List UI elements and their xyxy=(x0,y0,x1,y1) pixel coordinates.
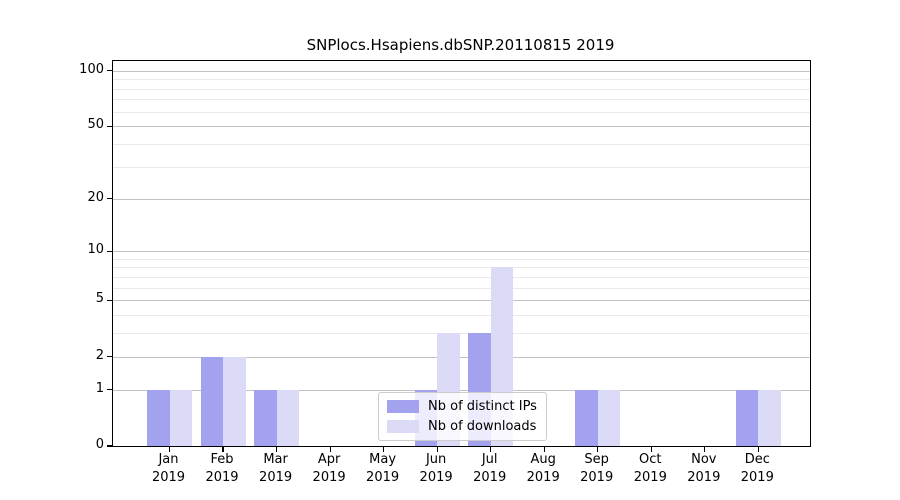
legend: Nb of distinct IPs Nb of downloads xyxy=(378,392,547,441)
x-tick-feb xyxy=(222,447,224,453)
bar-distinct-ips-mar xyxy=(254,389,277,446)
plot-area xyxy=(107,60,811,453)
x-tick-oct xyxy=(650,447,652,453)
y-tick-label-2: 2 xyxy=(95,347,104,363)
x-tick-may xyxy=(383,447,385,453)
legend-row-distinct-ips: Nb of distinct IPs xyxy=(387,399,537,414)
gridline-major-1 xyxy=(113,389,810,391)
x-tick-label-aug: Aug 2019 xyxy=(526,452,560,485)
x-tick-label-feb: Feb 2019 xyxy=(205,452,239,485)
gridline-major-2 xyxy=(113,356,810,358)
gridline-minor-30 xyxy=(113,166,810,168)
x-tick-mar xyxy=(276,447,278,453)
x-tick-aug xyxy=(543,447,545,453)
y-tick-1 xyxy=(107,389,112,391)
gridline-minor-3 xyxy=(113,333,810,335)
gridline-minor-60 xyxy=(113,111,810,113)
chart-title: SNPlocs.Hsapiens.dbSNP.20110815 2019 xyxy=(306,36,615,54)
gridline-minor-6 xyxy=(113,287,810,289)
y-tick-label-0: 0 xyxy=(95,437,104,452)
y-tick-label-20: 20 xyxy=(87,189,104,205)
x-tick-label-jul: Jul 2019 xyxy=(473,452,507,485)
x-tick-sep xyxy=(597,447,599,453)
y-tick-2 xyxy=(107,356,112,358)
legend-label-downloads: Nb of downloads xyxy=(428,419,537,434)
bar-downloads-sep xyxy=(597,389,621,446)
y-tick-5 xyxy=(107,299,112,301)
x-tick-label-mar: Mar 2019 xyxy=(259,452,293,485)
x-tick-label-jun: Jun 2019 xyxy=(419,452,453,485)
y-tick-label-10: 10 xyxy=(87,242,104,258)
x-tick-label-nov: Nov 2019 xyxy=(687,452,721,485)
x-tick-jul xyxy=(490,447,492,453)
gridline-minor-90 xyxy=(113,79,810,81)
y-tick-50 xyxy=(107,125,112,127)
legend-swatch-distinct-ips xyxy=(387,400,419,413)
x-tick-jun xyxy=(436,447,438,453)
x-tick-label-dec: Dec 2019 xyxy=(740,452,774,485)
x-tick-label-may: May 2019 xyxy=(366,452,400,485)
y-tick-10 xyxy=(107,250,112,252)
y-axis-tick-labels: 0 1 2 5 10 20 50 100 xyxy=(0,60,104,452)
x-tick-dec xyxy=(757,447,759,453)
gridline-major-20 xyxy=(113,198,810,200)
x-tick-label-apr: Apr 2019 xyxy=(312,452,346,485)
gridline-minor-8 xyxy=(113,267,810,269)
legend-swatch-downloads xyxy=(387,420,419,433)
gridline-major-100 xyxy=(113,70,810,72)
y-tick-100 xyxy=(107,70,112,72)
y-tick-20 xyxy=(107,197,112,200)
y-tick-label-50: 50 xyxy=(87,117,104,133)
x-tick-label-jan: Jan 2019 xyxy=(151,452,186,485)
bar-downloads-dec xyxy=(758,389,781,446)
bar-downloads-mar xyxy=(276,389,300,446)
x-tick-label-sep: Sep 2019 xyxy=(580,452,614,485)
x-tick-apr xyxy=(329,447,331,453)
gridline-major-5 xyxy=(113,300,810,302)
bar-distinct-ips-dec xyxy=(735,389,759,446)
gridline-minor-4 xyxy=(113,315,810,317)
legend-label-distinct-ips: Nb of distinct IPs xyxy=(428,399,537,414)
gridline-minor-70 xyxy=(113,99,810,101)
y-tick-0 xyxy=(107,445,112,447)
bar-distinct-ips-feb xyxy=(200,356,223,446)
y-tick-label-5: 5 xyxy=(95,291,104,307)
bar-downloads-jan xyxy=(169,389,192,446)
gridline-minor-9 xyxy=(113,258,810,260)
gridline-minor-80 xyxy=(113,88,810,90)
x-axis-tick-labels: Jan 2019 Feb 2019 Mar 2019 Apr 2019 May 2019 Jun 20… xyxy=(112,451,809,491)
y-tick-label-1: 1 xyxy=(95,380,104,396)
gridline-minor-7 xyxy=(113,276,810,278)
gridline-major-10 xyxy=(113,251,810,253)
bar-downloads-feb xyxy=(223,356,246,446)
bar-distinct-ips-sep xyxy=(575,389,598,446)
gridline-minor-40 xyxy=(113,144,810,146)
x-tick-nov xyxy=(704,447,706,453)
gridline-major-50 xyxy=(113,126,810,128)
x-tick-label-oct: Oct 2019 xyxy=(633,452,667,485)
legend-row-downloads: Nb of downloads xyxy=(387,419,537,434)
x-tick-jan xyxy=(168,447,171,453)
bar-distinct-ips-jan xyxy=(147,389,170,446)
y-tick-label-100: 100 xyxy=(79,61,104,77)
